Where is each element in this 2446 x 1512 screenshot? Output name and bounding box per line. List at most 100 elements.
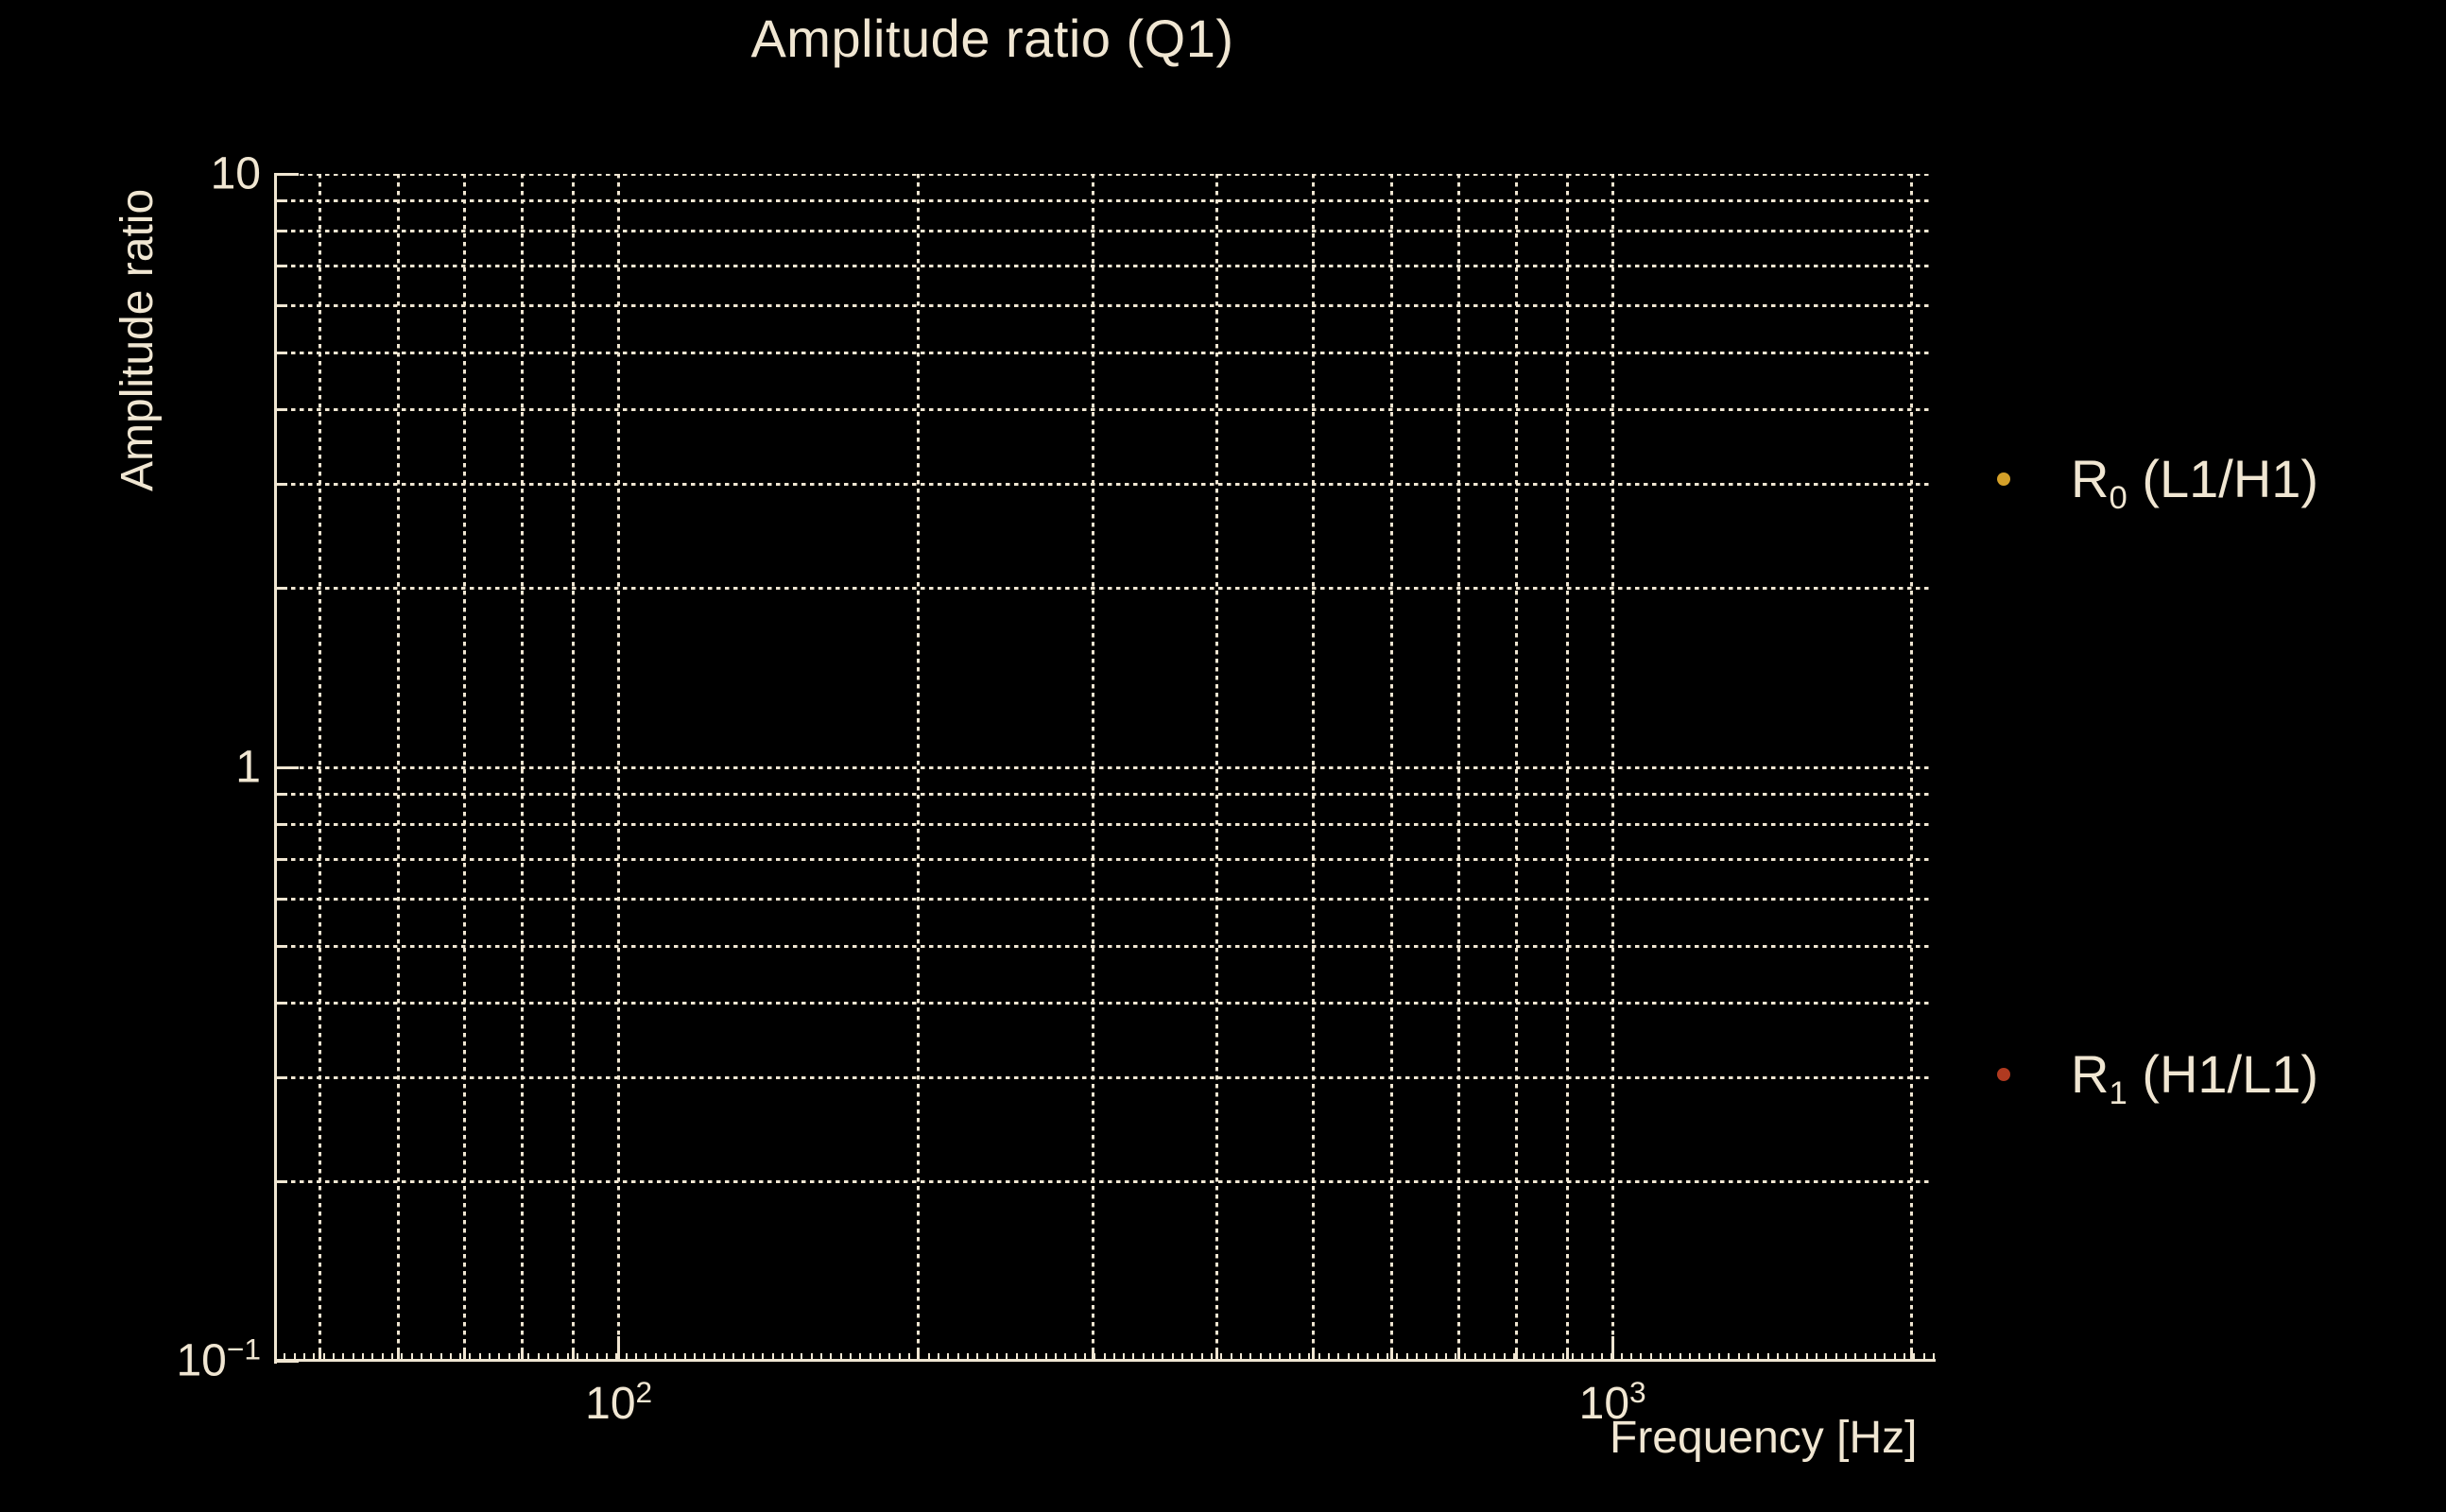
- x-axis-tick-fine: [1025, 1353, 1027, 1361]
- x-axis-tick-fine: [1220, 1353, 1223, 1361]
- x-axis-tick-fine: [508, 1353, 510, 1361]
- x-axis-tick-fine: [1484, 1353, 1487, 1361]
- x-axis-tick-fine: [1532, 1353, 1535, 1361]
- x-axis-tick-fine: [995, 1353, 998, 1361]
- x-axis-tick-fine: [1922, 1353, 1925, 1361]
- gridline-horizontal: [274, 303, 1933, 307]
- legend-entry-label: R1 (H1/L1): [2071, 1044, 2319, 1112]
- x-axis-tick-fine: [1542, 1353, 1545, 1361]
- x-axis-tick-fine: [1396, 1353, 1399, 1361]
- x-axis-tick-fine: [1152, 1353, 1155, 1361]
- x-axis-tick-fine: [654, 1353, 657, 1361]
- legend-entry[interactable]: R1 (H1/L1): [1980, 1043, 2319, 1112]
- y-axis-tick-label: 10−1: [176, 1332, 261, 1386]
- x-axis-tick-fine: [322, 1353, 325, 1361]
- x-axis-tick-minor: [1456, 1348, 1460, 1361]
- y-axis-tick-minor: [274, 1002, 287, 1005]
- gridline-vertical: [1910, 174, 1914, 1361]
- x-axis-tick-fine: [976, 1353, 979, 1361]
- x-axis-tick-fine: [1473, 1353, 1476, 1361]
- x-axis-tick-fine: [1737, 1353, 1740, 1361]
- x-axis-tick-fine: [1611, 1353, 1613, 1361]
- x-axis-tick-fine: [1854, 1353, 1857, 1361]
- x-axis-tick-fine: [1181, 1353, 1184, 1361]
- x-axis-tick-fine: [625, 1353, 628, 1361]
- x-axis-tick-fine: [410, 1353, 413, 1361]
- x-axis-tick-fine: [1444, 1353, 1447, 1361]
- gridline-horizontal: [274, 408, 1933, 412]
- x-axis-tick-minor: [318, 1348, 321, 1361]
- page-title: Amplitude ratio (Q1): [750, 9, 1234, 68]
- x-axis-tick-fine: [1367, 1353, 1369, 1361]
- y-axis-tick-label: 1: [235, 742, 261, 793]
- x-axis-tick-minor: [1565, 1348, 1569, 1361]
- x-axis-tick-fine: [850, 1353, 853, 1361]
- x-axis-tick-fine: [332, 1353, 335, 1361]
- gridline-vertical: [1390, 174, 1394, 1361]
- x-axis-tick-fine: [1112, 1353, 1115, 1361]
- gridline-vertical: [572, 174, 576, 1361]
- x-axis-tick-fine: [1786, 1353, 1789, 1361]
- x-axis-tick-minor: [521, 1348, 525, 1361]
- x-axis-tick-fine: [1142, 1353, 1145, 1361]
- gridline-horizontal: [274, 857, 1933, 861]
- gridline-vertical: [1215, 174, 1219, 1361]
- x-axis-tick-fine: [1162, 1353, 1164, 1361]
- x-axis-tick-fine: [956, 1353, 959, 1361]
- x-axis-tick-fine: [371, 1353, 374, 1361]
- x-axis-tick-fine: [1581, 1353, 1584, 1361]
- x-axis-tick-fine: [927, 1353, 930, 1361]
- x-axis-tick-fine: [908, 1353, 911, 1361]
- gridline-horizontal: [274, 230, 1933, 233]
- gridline-vertical: [1456, 174, 1460, 1361]
- x-axis-tick-fine: [1132, 1353, 1135, 1361]
- y-axis-tick-minor: [274, 587, 287, 591]
- x-axis-tick-major: [1611, 1336, 1614, 1361]
- x-axis-tick-fine: [1054, 1353, 1057, 1361]
- x-axis-tick-fine: [390, 1353, 393, 1361]
- gridline-horizontal: [274, 587, 1933, 591]
- legend-entry[interactable]: R0 (L1/H1): [1980, 448, 2318, 515]
- gridline-horizontal: [274, 1002, 1933, 1005]
- y-axis-tick-minor: [274, 408, 287, 412]
- x-axis-tick-fine: [1006, 1353, 1008, 1361]
- gridline-horizontal: [274, 823, 1933, 827]
- x-axis-tick-fine: [839, 1353, 842, 1361]
- x-axis-tick-fine: [381, 1353, 384, 1361]
- x-axis-tick-fine: [1455, 1353, 1457, 1361]
- x-axis-tick-fine: [1688, 1353, 1691, 1361]
- x-axis-tick-fine: [791, 1353, 794, 1361]
- x-axis-tick-fine: [1757, 1353, 1760, 1361]
- x-axis-tick-fine: [313, 1353, 316, 1361]
- x-axis-tick-fine: [1659, 1353, 1662, 1361]
- x-axis-tick-fine: [1523, 1353, 1525, 1361]
- x-axis-tick-fine: [1425, 1353, 1428, 1361]
- x-axis-tick-fine: [1552, 1353, 1555, 1361]
- plot-area[interactable]: [274, 174, 1933, 1361]
- x-axis-tick-fine: [1679, 1353, 1681, 1361]
- x-axis-tick-fine: [918, 1353, 921, 1361]
- x-axis-tick-fine: [1240, 1353, 1243, 1361]
- y-axis-tick-major: [274, 1359, 299, 1363]
- x-axis-tick-fine: [293, 1353, 296, 1361]
- y-axis-tick-major: [274, 172, 299, 176]
- x-axis-tick-fine: [1640, 1353, 1643, 1361]
- x-axis-tick-fine: [1816, 1353, 1818, 1361]
- x-axis-tick-fine: [1103, 1353, 1106, 1361]
- x-axis-tick-fine: [888, 1353, 891, 1361]
- x-axis-tick-minor: [463, 1348, 467, 1361]
- x-axis-tick-fine: [781, 1353, 784, 1361]
- x-axis-tick-fine: [966, 1353, 969, 1361]
- x-axis-tick-fine: [1572, 1353, 1575, 1361]
- x-axis-tick-fine: [557, 1353, 560, 1361]
- gridline-horizontal: [274, 174, 1933, 176]
- x-axis-tick-fine: [537, 1353, 540, 1361]
- y-axis-tick-minor: [274, 351, 287, 354]
- y-axis-tick-minor: [274, 1180, 287, 1184]
- x-axis-tick-fine: [1884, 1353, 1886, 1361]
- x-axis-tick-fine: [898, 1353, 901, 1361]
- y-axis-tick-minor: [274, 303, 287, 307]
- x-axis-tick-fine: [1064, 1353, 1067, 1361]
- x-axis-tick-fine: [1269, 1353, 1271, 1361]
